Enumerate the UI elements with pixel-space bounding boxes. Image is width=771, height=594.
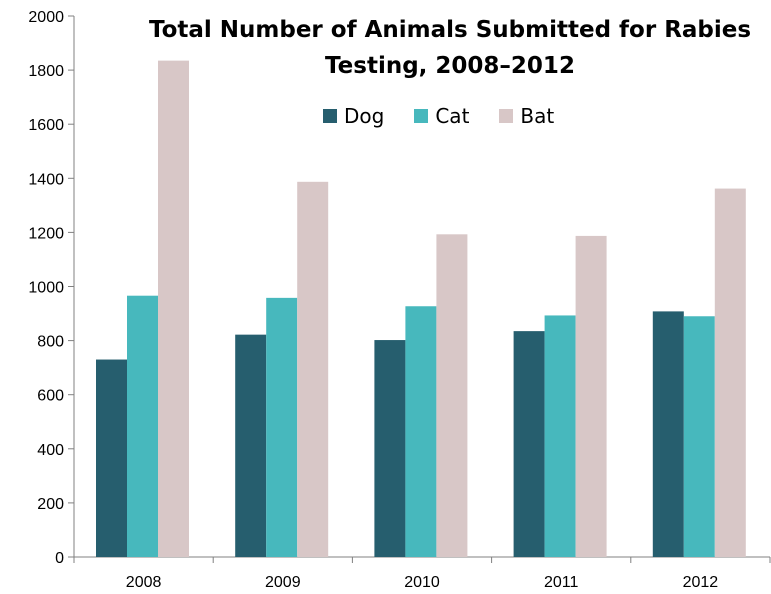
bar-dog-2008 xyxy=(96,359,127,557)
chart-title-line-2: Testing, 2008–2012 xyxy=(325,53,575,79)
bar-cat-2012 xyxy=(683,316,715,557)
y-tick-label: 200 xyxy=(37,496,64,513)
x-tick-label: 2010 xyxy=(404,574,440,591)
legend-swatch-bat xyxy=(499,109,514,123)
bar-cat-2008 xyxy=(127,295,158,557)
legend-swatch-dog xyxy=(323,109,337,123)
bar-dog-2011 xyxy=(513,331,545,557)
legend-item-bat: Bat xyxy=(499,104,554,128)
tick-labels: 0 200 400 600 800 1000 1200 1400 1600 1800 2000 200… xyxy=(28,9,718,591)
bar-cat-2009 xyxy=(266,297,298,557)
legend-item-cat: Cat xyxy=(414,104,469,128)
bar-bat-2008 xyxy=(158,60,189,557)
y-tick-label: 1400 xyxy=(28,171,64,188)
bar-cat-2010 xyxy=(405,306,437,557)
y-tick-label: 1600 xyxy=(28,117,64,134)
y-tick-label: 1200 xyxy=(28,225,64,242)
legend-label-bat: Bat xyxy=(520,104,555,128)
bar-cat-2011 xyxy=(544,315,576,557)
x-tick-label: 2012 xyxy=(683,574,719,591)
y-tick-label: 1000 xyxy=(28,280,64,297)
legend: Dog Cat Bat xyxy=(323,104,554,128)
bar-bat-2009 xyxy=(297,181,329,557)
bar-bat-2010 xyxy=(436,234,468,557)
bars xyxy=(96,60,746,558)
chart-title: Total Number of Animals Submitted for Ra… xyxy=(130,12,770,84)
bar-dog-2012 xyxy=(652,311,684,557)
bar-dog-2009 xyxy=(235,334,267,557)
chart-title-line-1: Total Number of Animals Submitted for Ra… xyxy=(148,17,752,43)
legend-label-dog: Dog xyxy=(344,104,385,128)
legend-swatch-cat xyxy=(414,109,429,123)
y-tick-label: 400 xyxy=(37,442,64,459)
bar-bat-2011 xyxy=(575,235,607,557)
x-tick-label: 2011 xyxy=(544,574,579,591)
y-tick-label: 0 xyxy=(55,550,64,567)
bar-dog-2010 xyxy=(374,340,406,557)
legend-label-cat: Cat xyxy=(435,104,470,128)
y-tick-label: 600 xyxy=(37,388,64,405)
x-tick-label: 2008 xyxy=(126,574,162,591)
y-tick-label: 1800 xyxy=(28,63,64,80)
y-tick-label: 800 xyxy=(37,334,64,351)
x-tick-label: 2009 xyxy=(265,574,301,591)
y-tick-label: 2000 xyxy=(28,9,64,26)
bar-bat-2012 xyxy=(714,188,746,558)
legend-item-dog: Dog xyxy=(323,104,384,128)
